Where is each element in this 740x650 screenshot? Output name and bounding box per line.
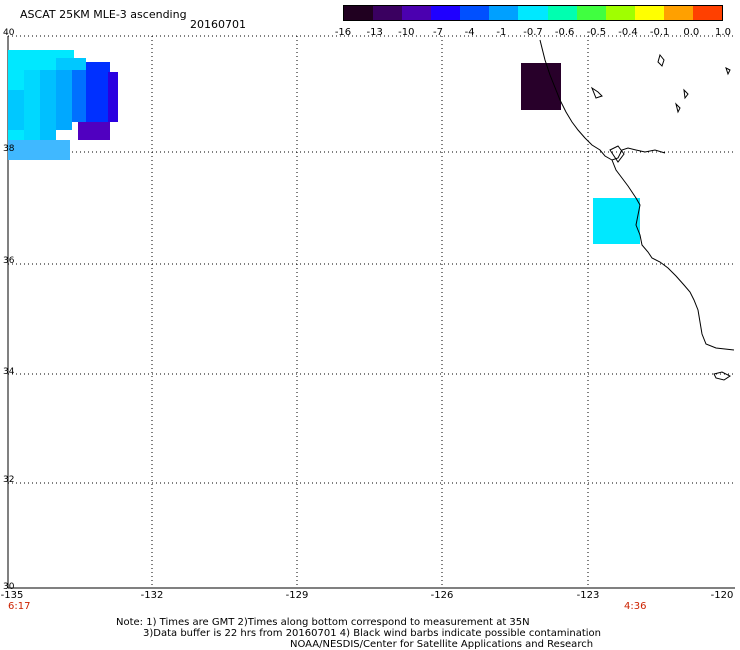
colorbar [343,5,723,21]
lon-label-135: -135 [0,590,24,601]
map-date: 20160701 [190,18,246,31]
lat-label-34: 34 [3,367,15,377]
colorbar-segment [692,6,723,20]
colorbar-tick-label: 0.0 [683,27,700,38]
colorbar-segment [547,6,577,20]
note-line-2: 3)Data buffer is 22 hrs from 20160701 4)… [143,628,601,639]
lat-label-32: 32 [3,475,15,485]
colorbar-tick-label: -10 [398,27,415,38]
lon-label-123: -123 [576,590,600,601]
colorbar-segment [605,6,635,20]
lon-label-126: -126 [430,590,454,601]
lat-label-36: 36 [3,256,15,266]
lat-label-30: 30 [3,582,15,592]
colorbar-segment [344,6,374,20]
colorbar-tick-label: -0.1 [649,27,670,38]
colorbar-tick-label: -16 [334,27,352,38]
graticule [8,35,735,588]
time-right: 4:36 [624,601,647,612]
note-line-1: Note: 1) Times are GMT 2)Times along bot… [116,617,530,628]
time-left: 6:17 [8,601,31,612]
data-cell-cyan [593,198,640,244]
colorbar-segment [489,6,519,20]
swath-top-left [8,50,118,160]
colorbar-tick-label: -7 [433,27,443,38]
lon-label-132: -132 [140,590,164,601]
note-line-3: NOAA/NESDIS/Center for Satellite Applica… [290,639,594,650]
colorbar-segment [402,6,432,20]
colorbar-tick-label: -0.6 [554,27,575,38]
lat-label-40: 40 [3,28,15,38]
coastline [539,39,735,381]
map-title: ASCAT 25KM MLE-3 ascending [20,8,187,21]
colorbar-segment [460,6,490,20]
colorbar-tick-label: -4 [464,27,475,38]
colorbar-tick-label: -0.4 [618,27,638,38]
colorbar-segment [431,6,461,20]
colorbar-tick-label: -0.7 [523,27,543,38]
colorbar-tick-label: -1 [496,27,507,38]
colorbar-segment [576,6,606,20]
colorbar-tick-label: 1.0 [715,27,731,38]
colorbar-tick-label: -0.5 [586,27,607,38]
colorbar-segment [518,6,548,20]
colorbar-segment [663,6,693,20]
colorbar-segment [373,6,403,20]
colorbar-tick-label: -13 [366,27,383,38]
lat-label-38: 38 [3,144,15,154]
lon-label-120: -120 [710,590,734,601]
lon-label-129: -129 [285,590,309,601]
colorbar-segment [634,6,664,20]
